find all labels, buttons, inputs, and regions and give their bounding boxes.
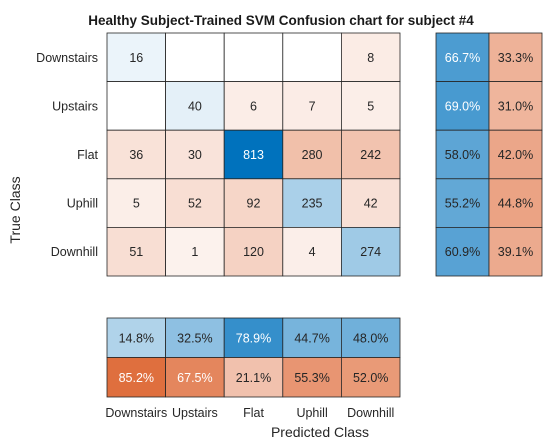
cell-value: 8 [367, 51, 374, 65]
cell-flat-upstairs [165, 129, 225, 180]
cell-value: 42 [364, 197, 378, 211]
column-summary: 14.8% 32.5% 78.9% 44.7% 48.0% 85.2% 67.5% 21.1%… [106, 317, 401, 398]
column-summary-correct-downhill [340, 317, 401, 358]
cell-downhill-uphill [282, 226, 342, 277]
chart-title: Healthy Subject-Trained SVM Confusion ch… [88, 13, 474, 28]
x-tick-labels: Downstairs Upstairs Flat Uphill Downhill [105, 406, 394, 420]
x-tick-downstairs: Downstairs [105, 406, 167, 420]
cell-uphill-flat [223, 178, 284, 228]
cell-value: 242 [360, 148, 381, 162]
x-tick-downhill: Downhill [347, 406, 394, 420]
x-tick-flat: Flat [243, 406, 264, 420]
cell-value: 7 [309, 99, 316, 113]
row-summary-incorrect-downstairs [488, 32, 543, 82]
column-summary-incorrect-uphill [282, 357, 342, 398]
cell-value: 120 [243, 245, 264, 259]
row-summary-value: 66.7% [445, 51, 480, 65]
cell-value: 40 [188, 99, 202, 113]
row-summary-incorrect-upstairs [488, 81, 543, 131]
row-summary-value: 33.3% [498, 51, 533, 65]
row-summary-value: 69.0% [445, 99, 480, 113]
column-summary-value: 48.0% [353, 331, 388, 345]
row-summary-value: 58.0% [445, 148, 480, 162]
column-summary-value: 44.7% [294, 331, 329, 345]
y-axis-label: True Class [7, 176, 23, 243]
row-summary-correct-uphill [435, 178, 490, 228]
cell-value: 1 [191, 245, 198, 259]
cell-downhill-upstairs [165, 226, 225, 277]
cell-value: 813 [243, 148, 264, 162]
cell-value: 4 [309, 245, 316, 259]
cell-value: 5 [367, 99, 374, 113]
row-summary-correct-downstairs [435, 32, 490, 82]
cell-value: 235 [302, 197, 323, 211]
column-summary-value: 52.0% [353, 371, 388, 385]
row-summary-value: 42.0% [498, 148, 533, 162]
cell-value: 6 [250, 99, 257, 113]
y-tick-labels: Downstairs Upstairs Flat Uphill Downhill [36, 51, 98, 259]
row-summary-value: 55.2% [445, 197, 480, 211]
row-summary-value: 31.0% [498, 99, 533, 113]
column-summary-value: 21.1% [236, 371, 271, 385]
cell-downhill-flat [223, 226, 284, 277]
cell-value: 92 [247, 197, 261, 211]
cell-value: 280 [302, 148, 323, 162]
column-summary-incorrect-downhill [340, 357, 401, 398]
row-summary-value: 60.9% [445, 245, 480, 259]
column-summary-incorrect-upstairs [165, 357, 225, 398]
cell-downhill-downhill [340, 226, 401, 277]
column-summary-incorrect-flat [223, 357, 284, 398]
y-tick-upstairs: Upstairs [52, 99, 98, 113]
column-summary-value: 85.2% [119, 371, 154, 385]
cell-downstairs-upstairs [165, 32, 225, 82]
cell-value: 274 [360, 245, 381, 259]
row-summary-value: 44.8% [498, 197, 533, 211]
cell-downstairs-uphill [282, 32, 342, 82]
x-axis-label: Predicted Class [271, 424, 369, 440]
cell-flat-uphill [282, 129, 342, 180]
y-tick-uphill: Uphill [67, 197, 98, 211]
column-summary-incorrect-downstairs [106, 357, 166, 398]
y-tick-downstairs: Downstairs [36, 51, 98, 65]
cell-value: 5 [133, 197, 140, 211]
cell-upstairs-flat [223, 81, 284, 131]
cell-value: 51 [129, 245, 143, 259]
cell-upstairs-downstairs [106, 81, 166, 131]
cell-value: 52 [188, 197, 202, 211]
cell-value: 36 [129, 148, 143, 162]
y-tick-flat: Flat [77, 148, 98, 162]
x-tick-upstairs: Upstairs [172, 406, 218, 420]
cell-flat-downhill [340, 129, 401, 180]
column-summary-value: 14.8% [119, 331, 154, 345]
row-summary: 66.7% 33.3% 69.0% 31.0% 58.0% 42.0% 55.2% 44.8%… [435, 32, 543, 277]
cell-downhill-downstairs [106, 226, 166, 277]
cell-value: 16 [129, 51, 143, 65]
cell-downstairs-downstairs [106, 32, 166, 82]
cell-upstairs-downhill [340, 81, 401, 131]
cell-uphill-downhill [340, 178, 401, 228]
confusion-matrix: 16 8 40 6 7 5 36 30 813 280 242 5 52 92 235 42 51 1 120 4 27… [106, 32, 401, 277]
x-tick-uphill: Uphill [296, 406, 327, 420]
column-summary-value: 32.5% [177, 331, 212, 345]
cell-value: 30 [188, 148, 202, 162]
cell-upstairs-upstairs [165, 81, 225, 131]
column-summary-value: 67.5% [177, 371, 212, 385]
cell-uphill-downstairs [106, 178, 166, 228]
column-summary-value: 55.3% [294, 371, 329, 385]
cell-downstairs-flat [223, 32, 284, 82]
row-summary-incorrect-downhill [488, 226, 543, 277]
cell-downstairs-downhill [340, 32, 401, 82]
row-summary-incorrect-uphill [488, 178, 543, 228]
row-summary-incorrect-flat [488, 129, 543, 180]
column-summary-value: 78.9% [236, 331, 271, 345]
y-tick-downhill: Downhill [51, 245, 98, 259]
row-summary-value: 39.1% [498, 245, 533, 259]
